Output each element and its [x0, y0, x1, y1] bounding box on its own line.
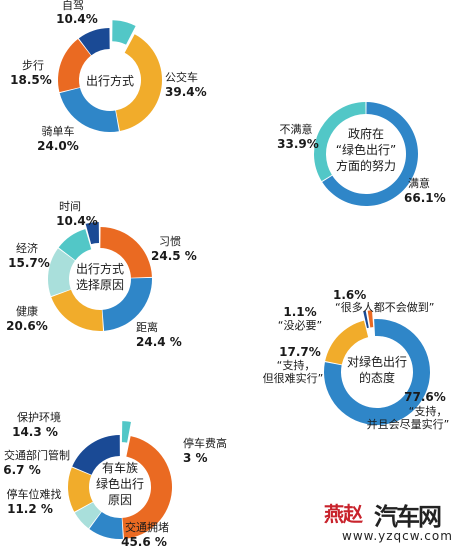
slice-value-label: 10.4%	[56, 214, 98, 228]
donut-center-label: 有车族	[102, 460, 138, 475]
donut-chart-government-effort: 政府在 “绿色出行” 方面的努力 不满意 33.9% 满意 66.1%	[277, 102, 446, 206]
slice-name-label: “没必要”	[278, 319, 322, 332]
donut-center-label: 对绿色出行	[347, 354, 407, 369]
slice-name-label: 保护环境	[17, 410, 61, 424]
donut-ring-mode-reasons	[48, 222, 153, 331]
watermark-logo-main: 汽车网	[374, 503, 442, 531]
donut-slice	[78, 28, 110, 56]
donut-center-label: 的态度	[359, 370, 395, 385]
slice-name-label: “支持，	[277, 358, 316, 372]
slice-name-label: 交通部门管制	[4, 448, 70, 462]
donut-center-label: 方面的努力	[336, 158, 396, 173]
slice-value-label: 18.5%	[10, 73, 52, 87]
donut-slice	[122, 436, 173, 539]
slice-value-label: 17.7%	[279, 345, 321, 359]
slice-name-label: 自驾	[62, 0, 84, 12]
donut-slice	[58, 229, 92, 261]
watermark-url: www.yzqcw.com	[342, 529, 453, 543]
slice-value-label: 3 %	[183, 451, 208, 465]
slice-value-label: 77.6%	[404, 390, 446, 404]
donut-slice	[51, 289, 104, 331]
donut-slice	[367, 310, 374, 328]
watermark-logo-cn: 燕赵	[324, 502, 363, 526]
slice-value-label: 33.9%	[277, 137, 319, 151]
donut-slice	[100, 227, 152, 278]
slice-name-label: 经济	[16, 241, 38, 255]
donut-slice	[313, 102, 366, 182]
donut-slice	[121, 421, 131, 443]
slice-name-label: 满意	[408, 176, 430, 190]
donut-chart-travel-mode: 出行方式 自驾 10.4% 公交车 39.4% 骑单车 24.0% 步行 18.…	[10, 0, 206, 153]
donut-slice	[363, 311, 369, 329]
donut-chart-mode-reasons: 出行方式 选择原因 时间 10.4% 习惯 24.5 % 经济 15.7% 健康…	[6, 200, 197, 349]
donut-center-label: 绿色出行	[96, 476, 144, 491]
slice-name-label: 不满意	[280, 122, 313, 136]
donut-ring-government-effort	[313, 102, 418, 206]
donut-slice	[89, 512, 123, 540]
donut-center-label: 原因	[108, 493, 132, 507]
slice-value-label: 24.5 %	[151, 249, 197, 263]
slice-name-label: 但很难实行”	[263, 371, 324, 385]
slice-name-label: 停车费高	[183, 436, 227, 450]
donut-ring-attitude	[324, 310, 431, 426]
donut-center-label: 出行方式	[76, 261, 124, 276]
slice-value-label: 10.4%	[56, 12, 98, 26]
slice-name-label: 骑单车	[42, 124, 75, 138]
donut-slice	[72, 435, 120, 475]
donut-slice	[59, 87, 119, 133]
slice-name-label: 距离	[136, 320, 158, 334]
slice-name-label: 公交车	[165, 70, 198, 84]
slice-value-label: 66.1%	[404, 191, 446, 205]
donut-slice	[324, 319, 431, 426]
donut-center-label: 选择原因	[76, 278, 124, 292]
donut-slice	[67, 467, 93, 512]
donut-center-label: “绿色出行”	[336, 142, 396, 157]
site-watermark-logo: 燕赵 汽车网 www.yzqcw.com	[322, 497, 456, 547]
slice-value-label: 11.2 %	[7, 502, 53, 516]
slice-name-label: “支持，	[409, 404, 448, 418]
donut-slice	[85, 222, 99, 245]
slice-name-label: 交通拥堵	[125, 520, 169, 534]
donut-slice	[57, 39, 91, 93]
donut-slice	[102, 277, 153, 331]
slice-value-label: 24.4 %	[136, 335, 182, 349]
donut-slice	[115, 34, 163, 132]
donut-ring-travel-mode	[57, 20, 163, 133]
donut-chart-car-owner-reasons: 有车族 绿色出行 原因 保护环境 14.3 % 停车费高 3 % 交通部门管制 …	[3, 410, 227, 549]
slice-name-label: 健康	[16, 304, 38, 318]
slice-value-label: 1.1%	[283, 305, 316, 319]
slice-value-label: 6.7 %	[3, 463, 40, 477]
slice-value-label: 20.6%	[6, 319, 48, 333]
slice-name-label: 时间	[59, 200, 81, 213]
slice-value-label: 24.0%	[37, 139, 79, 153]
slice-value-label: 14.3 %	[12, 425, 58, 439]
donut-chart-attitude: 对绿色出行 的态度 1.6% “很多人都不会做到” 1.1% “没必要” 17.…	[263, 288, 450, 431]
donut-ring-car-owner-reasons	[67, 421, 173, 540]
donut-slice	[48, 248, 75, 297]
slice-value-label: 15.7%	[8, 256, 50, 270]
slice-name-label: 停车位难找	[7, 487, 62, 501]
donut-center-label: 出行方式	[86, 73, 134, 88]
slice-name-label: 习惯	[159, 234, 181, 248]
slice-name-label: 并且会尽量实行”	[367, 417, 450, 431]
slice-name-label: 步行	[22, 59, 44, 72]
donut-center-label: 政府在	[348, 126, 384, 141]
donut-slice	[74, 502, 102, 529]
slice-name-label: “很多人都不会做到”	[335, 300, 434, 314]
slice-value-label: 1.6%	[333, 288, 366, 302]
donut-slice	[325, 320, 369, 365]
donut-slice	[112, 20, 136, 45]
slice-value-label: 39.4%	[165, 85, 207, 99]
slice-value-label: 45.6 %	[121, 535, 167, 549]
